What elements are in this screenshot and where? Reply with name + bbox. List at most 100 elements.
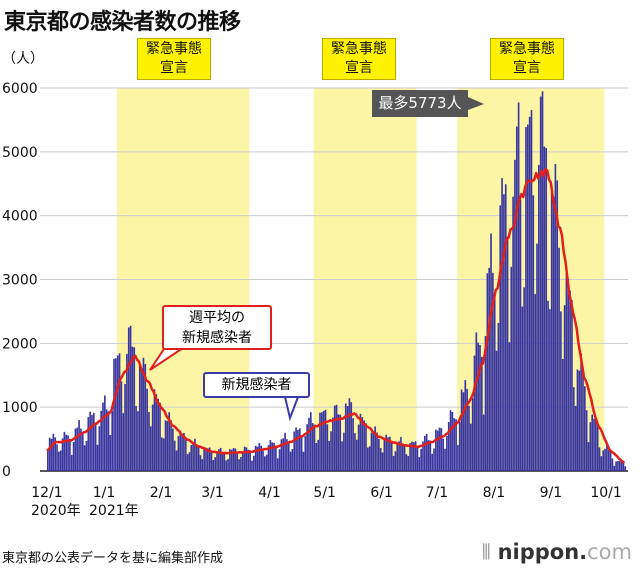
daily-bar [504,184,507,471]
daily-bar [232,448,235,471]
daily-bar [440,428,443,471]
daily-bar [526,124,529,471]
daily-bar [444,448,446,471]
daily-bar [102,402,104,471]
y-tick-label: 4000 [2,209,38,225]
daily-bar [140,370,143,471]
daily-bar [177,436,180,471]
daily-bar [56,444,58,471]
daily-bar [221,451,224,471]
x-tick-label: 1/1 [93,485,116,501]
daily-bar [293,431,296,471]
daily-bar [596,425,599,471]
daily-bar [572,387,575,471]
daily-bar [267,445,270,471]
daily-bar [355,439,358,471]
daily-bar [69,438,71,471]
daily-bar [398,441,400,471]
daily-bar [175,450,178,471]
daily-bar [580,353,582,471]
daily-bar [457,445,459,471]
daily-bar [486,273,489,471]
daily-bar [124,384,126,471]
daily-bar [214,457,217,471]
daily-bar [297,429,299,471]
daily-bar [558,247,560,471]
daily-bar [374,426,376,471]
daily-bar [458,421,461,471]
daily-bar [52,433,55,471]
daily-bar [142,357,145,471]
daily-bar [352,418,354,471]
daily-bar [275,445,277,471]
daily-bar [190,444,193,471]
daily-bar [464,380,467,471]
daily-bar [287,442,290,471]
daily-bar [587,442,590,471]
daily-bar [400,437,402,471]
daily-bar [582,369,584,471]
daily-bar [72,442,75,471]
daily-bar [135,406,137,471]
daily-bar [201,459,204,471]
daily-bar [238,459,240,471]
daily-bar [63,431,66,471]
year-label: 2021年 [89,503,139,519]
daily-bar [407,455,410,471]
daily-bar [94,423,97,471]
daily-bar [574,405,577,471]
daily-bar [157,398,159,471]
daily-bar [159,402,161,471]
daily-bar [387,437,389,471]
daily-bar [48,437,51,471]
source-note: 東京都の公表データを基に編集部作成 [2,551,224,566]
daily-bar [528,116,531,471]
emergency-label-2: 緊急事態 宣言 [322,38,396,80]
daily-bar [471,398,474,471]
daily-bar [618,461,621,471]
daily-bar [148,412,150,471]
x-tick-label: 7/1 [426,485,449,501]
daily-bar [127,327,130,471]
daily-bar [510,266,513,471]
daily-bar [484,335,487,471]
daily-bar [162,438,165,471]
daily-bar [319,412,321,471]
daily-bar [532,195,535,471]
daily-bar [50,438,53,471]
daily-bar [530,110,533,471]
daily-bar [433,448,435,471]
daily-bar [284,432,286,471]
daily-bar [85,440,88,471]
daily-bar [350,402,353,471]
daily-bar [65,434,68,471]
daily-bar [138,365,141,471]
daily-bar [280,439,283,471]
daily-bar [359,413,362,471]
daily-bar [80,428,82,471]
daily-bar [420,448,422,471]
daily-bar [91,414,93,471]
daily-bar [164,420,167,471]
nippon-logo: ⦀ nippon.com [481,540,632,564]
daily-bar [611,458,614,471]
daily-bar [87,417,90,471]
daily-bar [515,126,518,471]
daily-bar [376,432,378,471]
daily-bar [269,440,272,471]
daily-bar [589,422,592,471]
daily-bar [172,428,174,471]
daily-bar [183,432,185,471]
daily-bar [78,420,80,471]
daily-bar [76,427,79,471]
daily-cases-annotation: 新規感染者 [203,372,310,398]
daily-bar [241,451,244,471]
daily-bar [308,417,310,471]
daily-bar [449,410,452,471]
daily-bar [481,356,483,471]
daily-bar [497,322,500,471]
daily-bar [230,449,233,471]
daily-bar [58,451,60,471]
daily-bar [304,436,307,471]
daily-bar [212,460,215,471]
